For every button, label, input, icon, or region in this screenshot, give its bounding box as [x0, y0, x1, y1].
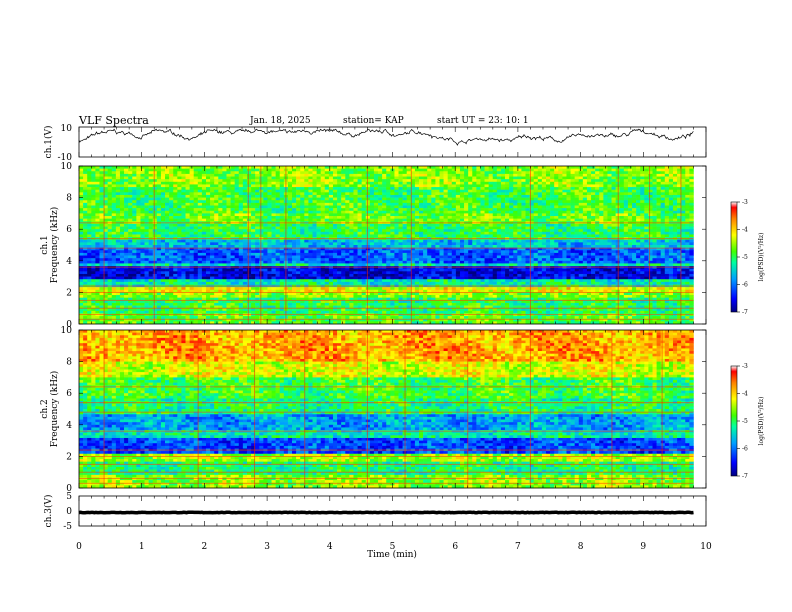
ch1-spec-ytick: 8 — [66, 194, 72, 204]
ch2-colorbar-label: log(PSD)(V²/Hz) — [758, 397, 765, 446]
ch2-spec-ytick: 10 — [61, 326, 73, 336]
ch3-waveform-panel: 5 0 -5 ch.3(V) — [43, 492, 707, 532]
ch1-spectrogram-image — [79, 166, 706, 325]
header-station: station= KAP — [343, 116, 404, 126]
ch1-spec-ytick: 6 — [66, 225, 72, 235]
ch3-ytick-mid: 0 — [66, 507, 72, 517]
ch1-spec-ytick: 4 — [66, 257, 72, 267]
ch2-spectrogram-image — [79, 330, 706, 489]
ch1-colorbar-tick: -5 — [742, 254, 748, 261]
ch3-ylabel: ch.3(V) — [43, 495, 54, 528]
header-date: Jan. 18, 2025 — [249, 116, 311, 126]
figure-title: VLF Spectra — [78, 114, 149, 127]
x-tick-label: 2 — [202, 542, 208, 552]
ch1-ylabel: ch.1(V) — [43, 126, 54, 159]
ch2-colorbar-tick: -7 — [742, 473, 748, 480]
ch2-colorbar-tick: -6 — [742, 446, 748, 453]
ch1-ytick-bottom: -10 — [58, 153, 73, 163]
ch2-colorbar-tick: -5 — [742, 418, 748, 425]
ch1-colorbar-tick: -3 — [742, 199, 748, 206]
ch2-colorbar-tick: -3 — [742, 363, 748, 370]
ch2-colorbar-tick: -4 — [742, 391, 748, 398]
ch1-waveform-line — [78, 128, 694, 146]
x-tick-label: 7 — [515, 542, 521, 552]
ch1-colorbar-tick: -6 — [742, 282, 748, 289]
ch1-ytick-top: 10 — [61, 124, 73, 134]
x-tick-label: 10 — [700, 542, 712, 552]
x-tick-label: 9 — [640, 542, 646, 552]
x-tick-label: 5 — [390, 542, 396, 552]
ch1-colorbar — [730, 201, 738, 313]
x-tick-label: 0 — [76, 542, 82, 552]
ch2-spec-ytick: 2 — [66, 452, 72, 462]
x-axis-label: Time (min) — [367, 549, 417, 560]
ch3-ytick-bottom: -5 — [63, 522, 72, 532]
ch1-spec-ytick: 0 — [66, 320, 72, 330]
ch2-spec-ytick: 6 — [66, 389, 72, 399]
ch1-waveform-panel: 10 -10 ch.1(V) — [43, 124, 707, 163]
ch2-spec-ytick: 0 — [66, 484, 72, 494]
x-tick-label: 4 — [327, 542, 333, 552]
ch1-spec-ylabel-frequency: Frequency (kHz) — [49, 207, 60, 284]
ch1-spec-ylabel-channel: ch.1 — [40, 235, 50, 254]
ch1-spec-ytick: 10 — [61, 162, 73, 172]
ch1-colorbar-tick: -4 — [742, 227, 748, 234]
ch1-colorbar-tick: -7 — [742, 309, 748, 316]
ch1-colorbar-label: log(PSD)(V²/Hz) — [758, 233, 765, 282]
ch2-colorbar — [730, 365, 738, 477]
x-tick-label: 1 — [139, 542, 145, 552]
x-tick-label: 6 — [452, 542, 458, 552]
ch1-spec-ytick: 2 — [66, 288, 72, 298]
ch2-spec-ytick: 4 — [66, 421, 72, 431]
ch3-ytick-top: 5 — [66, 492, 72, 502]
x-tick-label: 8 — [578, 542, 584, 552]
ch2-spec-ylabel-frequency: Frequency (kHz) — [49, 371, 60, 448]
ch2-spec-ylabel-channel: ch.2 — [40, 399, 50, 418]
header-start-time: start UT = 23: 10: 1 — [437, 116, 529, 126]
x-tick-label: 3 — [264, 542, 270, 552]
ch2-spec-ytick: 8 — [66, 358, 72, 368]
